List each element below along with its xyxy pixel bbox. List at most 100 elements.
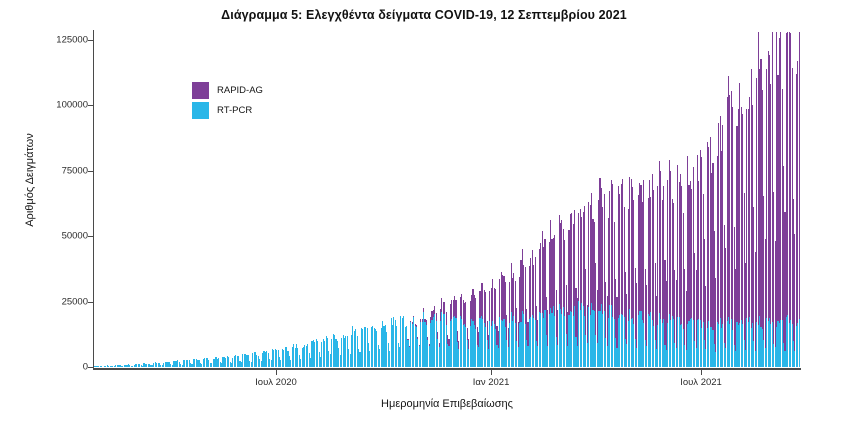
bar-segment-rt-pcr <box>343 337 346 367</box>
bar-segment-rt-pcr <box>763 339 765 367</box>
bar-segment-rapid-ag <box>775 32 778 327</box>
bar-stack <box>187 360 189 367</box>
bar-segment-rt-pcr <box>557 345 559 367</box>
bar-segment-rt-pcr <box>675 347 677 367</box>
bar-segment-rt-pcr <box>473 324 475 367</box>
bar-stack <box>770 84 772 367</box>
bar-segment-rapid-ag <box>733 226 735 346</box>
bar-segment-rapid-ag <box>417 337 419 339</box>
bar-segment-rt-pcr <box>627 321 629 367</box>
bar-segment-rapid-ag <box>781 89 783 321</box>
bar-segment-rt-pcr <box>739 323 741 367</box>
bar-segment-rt-pcr <box>129 364 131 367</box>
bar-segment-rapid-ag <box>730 91 732 320</box>
bar-stack <box>146 363 148 367</box>
bar-segment-rt-pcr <box>187 360 189 367</box>
bar-segment-rapid-ag <box>759 69 761 317</box>
bar-segment-rapid-ag <box>749 96 751 318</box>
bar-segment-rt-pcr <box>201 364 203 367</box>
bar-segment-rapid-ag <box>684 268 686 346</box>
bar-segment-rt-pcr <box>516 341 518 367</box>
bar-stack <box>735 269 737 367</box>
y-tick-mark <box>88 105 93 107</box>
bar-segment-rt-pcr <box>205 358 207 367</box>
bar-stack <box>607 218 610 367</box>
bar-stack <box>137 364 139 367</box>
bar-stack <box>533 265 535 367</box>
bar-stack <box>386 331 388 367</box>
x-tick-label: Ιουλ 2021 <box>680 377 722 388</box>
bar-segment-rt-pcr <box>623 316 625 367</box>
bar-segment-rapid-ag <box>441 297 443 312</box>
bar-segment-rt-pcr <box>199 363 201 367</box>
bar-segment-rt-pcr <box>334 335 336 367</box>
bar-segment-rt-pcr <box>579 309 581 367</box>
bar-stack <box>338 348 340 367</box>
bar-segment-rt-pcr <box>766 317 768 367</box>
bar-segment-rapid-ag <box>506 314 508 340</box>
bar-segment-rt-pcr <box>280 359 282 367</box>
bar-segment-rt-pcr <box>348 348 350 367</box>
y-tick-mark <box>88 39 93 41</box>
bar-stack <box>140 365 142 367</box>
bar-segment-rapid-ag <box>459 297 461 316</box>
bar-stack <box>291 347 293 367</box>
bar-segment-rt-pcr <box>696 319 699 367</box>
bar-stack <box>715 278 717 367</box>
bar-segment-rt-pcr <box>411 323 413 367</box>
bar-stack <box>415 324 418 367</box>
bar-segment-rt-pcr <box>622 315 624 367</box>
bar-stack <box>352 326 354 367</box>
bar-stack <box>204 358 206 367</box>
bar-segment-rt-pcr <box>146 363 148 367</box>
bar-stack <box>339 355 341 367</box>
bar-segment-rt-pcr <box>469 326 471 367</box>
bar-segment-rt-pcr <box>184 360 186 367</box>
bar-segment-rt-pcr <box>578 301 580 367</box>
bar-stack <box>346 335 348 367</box>
bar-segment-rt-pcr <box>341 338 343 367</box>
bar-stack <box>123 365 125 367</box>
bar-segment-rapid-ag <box>788 32 790 323</box>
bar-stack <box>589 204 591 367</box>
bar-stack <box>624 271 626 367</box>
bar-segment-rapid-ag <box>454 296 456 317</box>
bar-segment-rapid-ag <box>463 303 466 324</box>
bar-stack <box>677 165 679 367</box>
bar-segment-rt-pcr <box>109 365 111 367</box>
bar-segment-rt-pcr <box>593 311 595 367</box>
bar-stack <box>694 252 696 367</box>
bar-segment-rt-pcr <box>667 322 669 367</box>
bar-segment-rt-pcr <box>600 303 602 367</box>
bar-segment-rapid-ag <box>530 258 532 317</box>
bar-segment-rt-pcr <box>588 306 590 367</box>
bar-stack <box>596 289 598 367</box>
bar-stack <box>281 348 283 367</box>
bar-stack <box>271 349 273 367</box>
bar-segment-rt-pcr <box>540 313 542 367</box>
bar-stack <box>719 115 721 367</box>
bar-segment-rapid-ag <box>716 155 718 323</box>
bar-stack <box>413 315 415 367</box>
bar-stack <box>278 356 281 367</box>
bar-stack <box>540 243 542 367</box>
bar-segment-rapid-ag <box>633 199 635 324</box>
bar-segment-rt-pcr <box>592 310 594 367</box>
bar-segment-rapid-ag <box>514 280 516 324</box>
bar-segment-rapid-ag <box>612 183 614 317</box>
bar-stack <box>153 362 155 367</box>
bar-segment-rt-pcr <box>140 365 142 367</box>
bar-segment-rt-pcr <box>591 303 593 367</box>
bar-segment-rt-pcr <box>182 360 185 367</box>
bar-stack <box>205 358 207 367</box>
bar-segment-rapid-ag <box>447 335 449 344</box>
y-tick-mark <box>88 170 93 172</box>
bar-stack <box>617 185 619 367</box>
bar-stack <box>233 356 235 367</box>
bar-segment-rt-pcr <box>702 321 704 367</box>
bar-segment-rt-pcr <box>163 362 165 367</box>
bar-segment-rt-pcr <box>506 339 508 367</box>
bar-segment-rapid-ag <box>798 32 800 319</box>
bar-segment-rt-pcr <box>226 356 228 367</box>
bar-segment-rt-pcr <box>105 365 107 367</box>
